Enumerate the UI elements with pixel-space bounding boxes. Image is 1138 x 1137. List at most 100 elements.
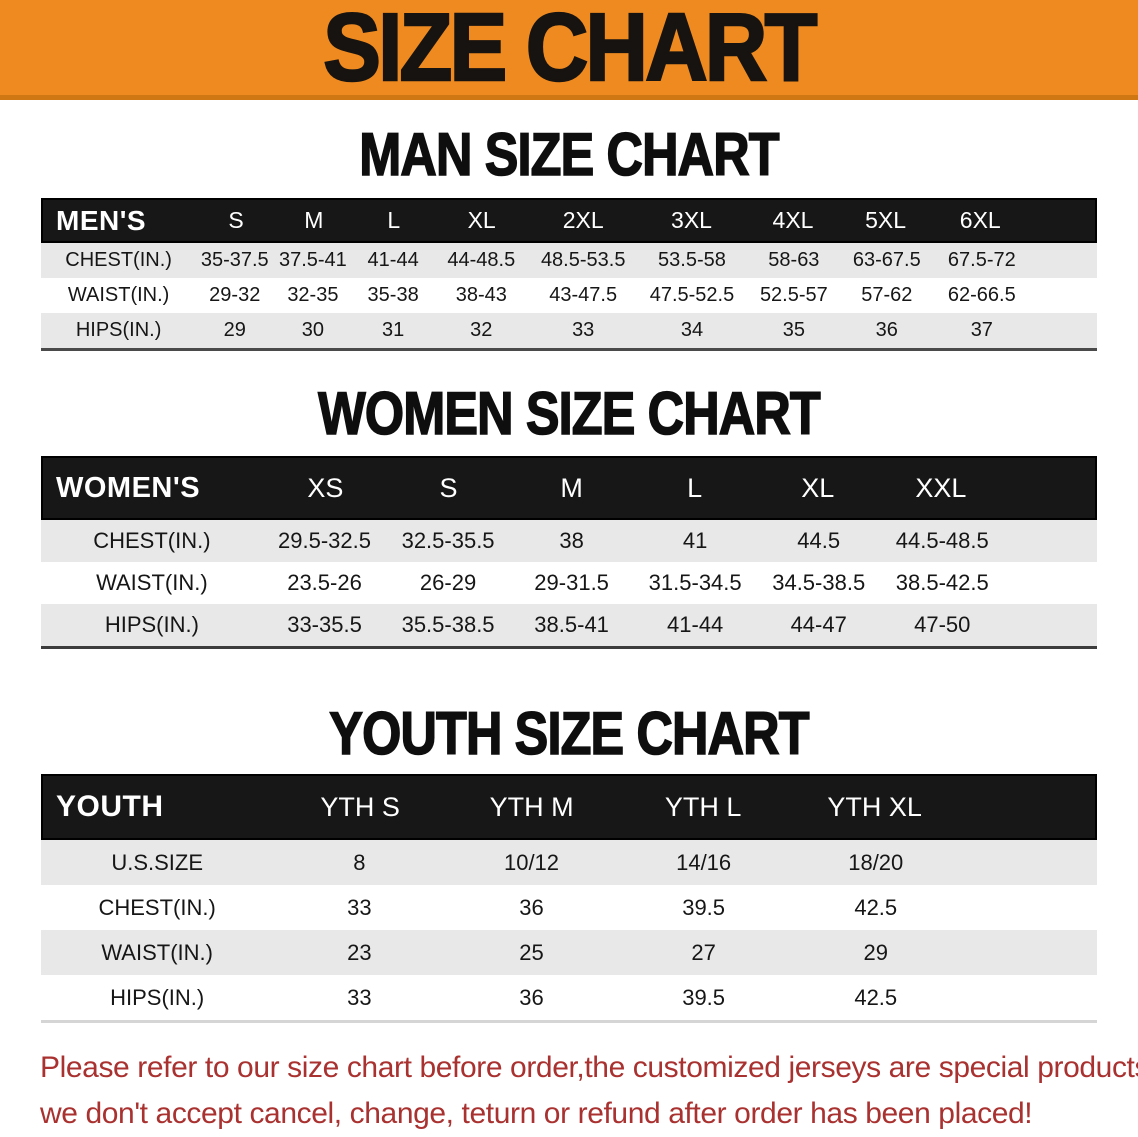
table-corner-label: WOMEN'S [56, 471, 201, 504]
table-row: CHEST(IN.) 29.5-32.5 32.5-35.5 38 41 44.5 44.5… [41, 520, 1097, 562]
size-value-cell: 34.5-38.5 [772, 570, 866, 595]
size-value-cell: 38 [559, 528, 584, 553]
table-row: HIPS(IN.) 29 30 31 32 33 34 35 36 37 [41, 313, 1097, 348]
size-column-header: XXL [915, 472, 967, 503]
size-value-cell: 39.5 [682, 984, 726, 1010]
size-chart-banner: SIZE CHART [0, 0, 1138, 100]
size-column-header: 3XL [671, 207, 712, 233]
size-value-cell: 43-47.5 [549, 284, 618, 306]
size-column-header: 2XL [562, 207, 604, 233]
row-label: WAIST(IN.) [67, 284, 170, 306]
size-value-cell: 36 [519, 894, 544, 920]
size-value-cell: 44.5-48.5 [895, 528, 989, 553]
man-size-chart-heading: MAN SIZE CHART [359, 121, 781, 188]
disclaimer-line-1: Please refer to our size chart before or… [40, 1051, 1138, 1084]
size-value-cell: 47.5-52.5 [649, 284, 735, 306]
size-value-cell: 67.5-72 [947, 249, 1016, 271]
table-row: WAIST(IN.) 23 25 27 29 [41, 930, 1097, 975]
size-value-cell: 41-44 [367, 249, 419, 271]
table-row: HIPS(IN.) 33 36 39.5 42.5 [41, 975, 1097, 1020]
size-value-cell: 32 [470, 319, 493, 341]
size-value-cell: 31 [382, 319, 405, 341]
table-row: CHEST(IN.) 33 36 39.5 42.5 [41, 885, 1097, 930]
size-value-cell: 35 [782, 319, 805, 341]
size-value-cell: 62-66.5 [947, 284, 1016, 306]
size-value-cell: 32-35 [287, 284, 339, 306]
size-value-cell: 36 [519, 984, 544, 1010]
size-value-cell: 35.5-38.5 [401, 612, 495, 637]
table-header-row: WOMEN'S XS S M L XL XXL [41, 456, 1097, 520]
row-label: U.S.SIZE [111, 849, 203, 875]
row-label: CHEST(IN.) [93, 528, 211, 553]
size-value-cell: 33-35.5 [287, 612, 362, 637]
size-value-cell: 39.5 [682, 894, 726, 920]
size-value-cell: 32.5-35.5 [401, 528, 495, 553]
size-value-cell: 34 [680, 319, 704, 341]
womens-size-table: WOMEN'S XS S M L XL XXL CHEST(IN.) 29.5-32.5 32.5… [41, 456, 1097, 649]
size-column-header: XS [307, 472, 344, 503]
size-column-header: M [304, 207, 324, 233]
women-size-chart-heading: WOMEN SIZE CHART [317, 380, 821, 447]
table-row: WAIST(IN.) 29-32 32-35 35-38 38-43 43-47.5 47.… [41, 278, 1097, 313]
size-value-cell: 31.5-34.5 [648, 570, 742, 595]
size-value-cell: 52.5-57 [759, 284, 828, 306]
size-value-cell: 63-67.5 [852, 249, 921, 271]
size-value-cell: 33 [347, 984, 372, 1010]
size-column-header: YTH L [664, 791, 742, 822]
size-value-cell: 41 [682, 528, 708, 553]
order-disclaimer: Please refer to our size chart before or… [40, 1045, 1138, 1137]
size-column-header: S [439, 472, 458, 503]
youth-size-table: YOUTH YTH S YTH M YTH L YTH XL U.S.SIZE 8 10/12… [41, 774, 1097, 1023]
size-value-cell: 10/12 [503, 849, 560, 875]
table-row: CHEST(IN.) 35-37.5 37.5-41 41-44 44-48.5 48.5… [41, 243, 1097, 278]
size-value-cell: 42.5 [854, 984, 898, 1010]
size-value-cell: 25 [519, 939, 544, 965]
size-value-cell: 44-48.5 [447, 249, 516, 271]
size-value-cell: 29-32 [209, 284, 261, 306]
size-value-cell: 26-29 [419, 570, 477, 595]
size-value-cell: 35-37.5 [200, 249, 269, 271]
size-value-cell: 38.5-42.5 [895, 570, 989, 595]
size-value-cell: 29 [863, 939, 888, 965]
size-column-header: XL [467, 207, 496, 233]
table-row: HIPS(IN.) 33-35.5 35.5-38.5 38.5-41 41-44 44-… [41, 604, 1097, 646]
size-value-cell: 41-44 [667, 612, 724, 637]
size-column-header: 5XL [865, 207, 907, 233]
size-column-header: XL [801, 472, 835, 503]
row-label: CHEST(IN.) [98, 894, 216, 920]
banner-title: SIZE CHART [322, 0, 818, 101]
size-column-header: YTH M [489, 791, 574, 822]
size-value-cell: 42.5 [854, 894, 898, 920]
size-column-header: S [228, 207, 244, 233]
size-column-header: L [387, 207, 401, 233]
table-header-row: MEN'S S M L XL 2XL 3XL 4XL 5XL 6XL [41, 198, 1097, 243]
size-value-cell: 33 [572, 319, 595, 341]
size-column-header: YTH XL [827, 791, 922, 822]
size-value-cell: 29.5-32.5 [278, 528, 371, 553]
row-label: CHEST(IN.) [65, 249, 172, 271]
size-value-cell: 36 [875, 319, 898, 341]
row-label: WAIST(IN.) [101, 939, 213, 965]
size-value-cell: 53.5-58 [658, 249, 726, 271]
size-value-cell: 8 [353, 849, 366, 875]
table-row: U.S.SIZE 8 10/12 14/16 18/20 [41, 840, 1097, 885]
disclaimer-line-2: we don't accept cancel, change, teturn o… [40, 1097, 1033, 1130]
size-value-cell: 38-43 [455, 284, 507, 306]
row-label: HIPS(IN.) [104, 612, 199, 637]
size-value-cell: 37 [970, 319, 993, 341]
size-value-cell: 58-63 [768, 249, 820, 271]
size-column-header: YTH S [320, 791, 400, 822]
size-value-cell: 29-31.5 [534, 570, 609, 595]
size-value-cell: 27 [691, 939, 716, 965]
size-column-header: 4XL [772, 207, 814, 233]
size-value-cell: 38.5-41 [534, 612, 609, 637]
row-label: HIPS(IN.) [110, 984, 205, 1010]
size-value-cell: 35-38 [367, 284, 419, 306]
row-label: WAIST(IN.) [96, 570, 208, 595]
table-corner-label: YOUTH [56, 790, 164, 823]
size-column-header: L [687, 472, 703, 503]
size-value-cell: 18/20 [848, 849, 904, 875]
size-value-cell: 23 [347, 939, 372, 965]
size-value-cell: 23.5-26 [287, 570, 362, 595]
size-value-cell: 14/16 [676, 849, 732, 875]
